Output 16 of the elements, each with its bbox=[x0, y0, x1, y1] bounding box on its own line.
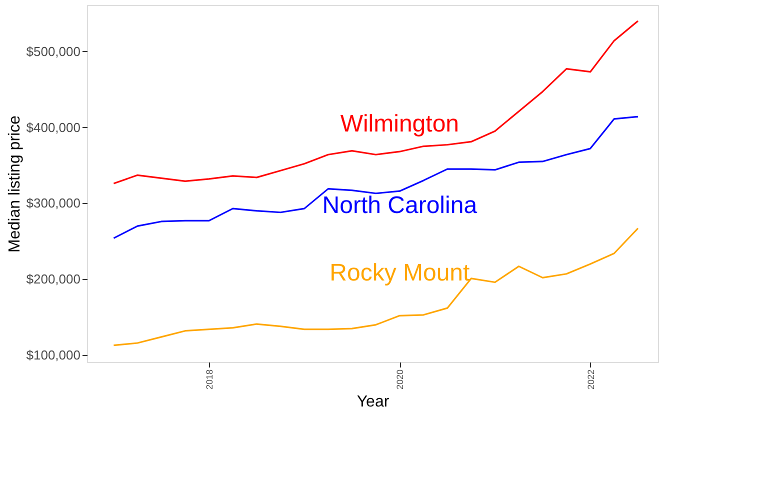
x-tick-label: 2022 bbox=[586, 370, 596, 390]
series-label: Wilmington bbox=[340, 110, 460, 138]
y-tick-label: $100,000 bbox=[26, 348, 80, 363]
x-axis-title: Year bbox=[356, 394, 390, 411]
line-series bbox=[112, 20, 639, 184]
y-tick-label: $500,000 bbox=[26, 44, 80, 59]
y-tick-label: $200,000 bbox=[26, 272, 80, 287]
line-series bbox=[112, 228, 639, 346]
y-axis-title: Median listing price bbox=[6, 115, 24, 252]
y-tick-label: $400,000 bbox=[26, 120, 80, 135]
line-series bbox=[112, 116, 639, 239]
series-label: North Carolina bbox=[322, 192, 478, 220]
x-tick-label: 2020 bbox=[395, 370, 406, 390]
y-tick-label: $300,000 bbox=[26, 196, 80, 211]
series-label: Rocky Mount bbox=[330, 260, 470, 287]
x-tick-label: 2018 bbox=[204, 370, 215, 390]
